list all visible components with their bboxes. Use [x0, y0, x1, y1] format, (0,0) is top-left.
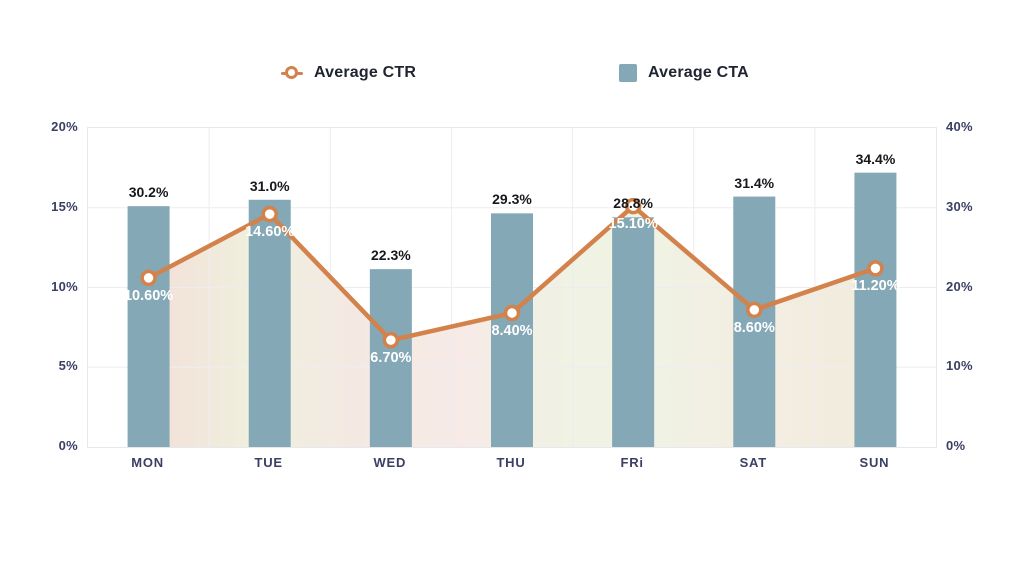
bar-value-label-mon: 30.2% — [128, 184, 169, 201]
legend-item-average-ctr[interactable]: Average CTR — [281, 60, 416, 86]
legend-item-average-cta[interactable]: Average CTA — [619, 60, 749, 86]
ctr-point-thu — [503, 304, 521, 322]
line-marker-dot — [285, 66, 298, 79]
left-axis-tick-5pct: 5% — [58, 358, 78, 374]
right-axis: 40% 30% 20% 10% 0% — [946, 119, 1016, 453]
left-axis-tick-0pct: 0% — [58, 438, 78, 453]
bar-wed — [369, 269, 412, 447]
x-axis-label-tue: TUE — [254, 455, 283, 470]
right-axis-tick-30pct: 30% — [946, 198, 973, 214]
bar-thu — [491, 213, 533, 447]
left-axis: 20% 15% 10% 5% 0% — [8, 119, 78, 453]
bar-value-label-wed: 22.3% — [370, 247, 411, 264]
line-value-label-mon: 10.60% — [123, 287, 174, 304]
line-value-label-wed: 6.70% — [370, 350, 412, 367]
ctr-point-wed — [382, 331, 400, 349]
line-value-label-sun: 11.20% — [851, 278, 900, 295]
right-axis-tick-10pct: 10% — [946, 358, 973, 374]
ctr-point-mon — [140, 269, 157, 287]
x-axis-label-mon: MON — [131, 455, 164, 470]
chart-svg — [88, 128, 936, 447]
bar-value-label-thu: 29.3% — [492, 191, 532, 208]
left-axis-tick-10pct: 10% — [51, 278, 78, 294]
line-value-label-sat: 8.60% — [733, 319, 775, 336]
bar-fri — [612, 217, 655, 447]
x-axis-label-fri: FRi — [620, 455, 644, 470]
legend-label-cta: Average CTA — [648, 64, 749, 81]
bar-tue — [248, 199, 291, 447]
x-axis: MON TUE WED THU FRi SAT SUN — [87, 455, 935, 475]
left-axis-tick-15pct: 15% — [51, 198, 78, 214]
left-axis-tick-20pct: 20% — [51, 119, 78, 134]
x-axis-label-sat: SAT — [739, 455, 767, 470]
bar-value-label-sun: 34.4% — [855, 150, 896, 167]
bar-value-label-tue: 31.0% — [249, 177, 290, 194]
line-value-label-tue: 14.60% — [245, 224, 295, 241]
line-marker-icon — [281, 66, 303, 80]
ctr-point-fri — [624, 197, 642, 215]
line-value-label-thu: 8.40% — [491, 323, 533, 340]
legend-label-ctr: Average CTR — [314, 64, 417, 81]
bar-mon — [127, 206, 170, 447]
bar-sun — [854, 172, 897, 447]
ctr-point-sun — [867, 260, 884, 277]
right-axis-tick-20pct: 20% — [946, 278, 973, 294]
right-axis-tick-0pct: 0% — [946, 438, 966, 453]
bar-value-label-fri: 28.8% — [613, 195, 653, 212]
bar-swatch-icon — [619, 64, 637, 82]
bar-sat — [733, 196, 776, 447]
ctr-point-tue — [261, 205, 278, 223]
right-axis-tick-40pct: 40% — [946, 119, 973, 134]
bar-value-label-sat: 31.4% — [734, 174, 775, 191]
line-value-label-fri: 15.10% — [608, 216, 658, 233]
plot-area: 30.2% 10.60% 31.0% 14.60% 22.3% 6.70% 29.3% 8.4… — [87, 127, 937, 448]
x-axis-label-wed: WED — [373, 455, 407, 470]
ctr-point-sat — [746, 301, 763, 319]
x-axis-label-thu: THU — [496, 455, 526, 470]
x-axis-label-sun: SUN — [859, 455, 890, 470]
